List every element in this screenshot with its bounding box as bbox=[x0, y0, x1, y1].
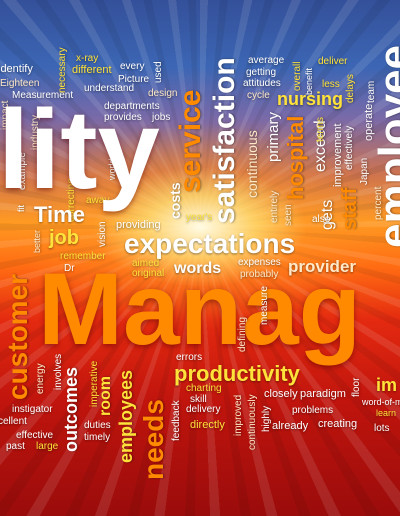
word-terms: terms bbox=[315, 117, 326, 142]
word-primary: primary bbox=[265, 111, 282, 162]
word-word-of-m: word-of-m bbox=[362, 397, 400, 407]
word-outcomes: outcomes bbox=[61, 366, 81, 452]
word-large: large bbox=[36, 441, 59, 452]
word-closely: closely bbox=[264, 388, 298, 400]
word-service: service bbox=[174, 89, 207, 193]
word-away: away bbox=[86, 195, 110, 206]
word-cellent: cellent bbox=[0, 416, 27, 427]
word-defining: defining bbox=[237, 316, 248, 352]
word-highly: highly bbox=[261, 405, 272, 432]
word-room: room bbox=[97, 376, 114, 416]
word-errors: errors bbox=[176, 352, 203, 363]
word-continuous: continuous bbox=[244, 130, 260, 198]
word-less: less bbox=[322, 79, 340, 90]
word-learn: learn bbox=[376, 408, 397, 418]
word-used: used bbox=[153, 61, 164, 83]
word-directly: directly bbox=[190, 419, 225, 431]
word-energy: energy bbox=[35, 363, 46, 394]
word-identify: identify bbox=[0, 63, 33, 75]
word-effective: effective bbox=[16, 430, 54, 441]
word-manag: Manag bbox=[38, 252, 362, 366]
word-effectively: effectively bbox=[344, 125, 355, 170]
word-aimed: aimed bbox=[132, 258, 160, 269]
word-every: every bbox=[120, 61, 145, 72]
word-picture: Picture bbox=[118, 74, 150, 85]
word-continuously: continuously bbox=[247, 394, 258, 450]
word-im: im bbox=[376, 375, 398, 395]
word-probably: probably bbox=[240, 269, 279, 280]
word-timely: timely bbox=[84, 432, 111, 443]
word-percent: percent bbox=[373, 186, 384, 220]
word-also: also bbox=[312, 214, 331, 225]
word-expenses: expenses bbox=[238, 257, 281, 268]
word-hospital: hospital bbox=[283, 115, 308, 200]
word-dr: Dr bbox=[64, 263, 75, 274]
word-original: original bbox=[132, 268, 165, 279]
word-entirely: entirely bbox=[269, 190, 280, 223]
word-customer: customer bbox=[2, 273, 33, 400]
word-skill: skill bbox=[190, 394, 207, 405]
word-measurement: Measurement bbox=[12, 90, 74, 101]
word-jobs: jobs bbox=[152, 112, 171, 123]
word-operate: operate bbox=[363, 103, 375, 141]
word-staff: staff bbox=[339, 187, 361, 230]
word-lity: lity bbox=[0, 87, 160, 212]
word-nursing: nursing bbox=[277, 89, 343, 109]
word-seen: seen bbox=[283, 204, 294, 226]
word-cycle: cycle bbox=[247, 90, 270, 101]
word-delays: delays bbox=[345, 74, 356, 103]
word-design: design bbox=[148, 88, 178, 99]
word-expectations: expectations bbox=[124, 228, 296, 259]
word-costs: costs bbox=[167, 182, 183, 219]
word-average: average bbox=[248, 55, 285, 66]
word-lots: lots bbox=[374, 423, 390, 434]
word-job: job bbox=[49, 227, 79, 249]
word-overall: overall bbox=[292, 61, 303, 91]
word-vision: vision bbox=[97, 221, 108, 247]
word-provider: provider bbox=[288, 257, 357, 276]
word-improved: improved bbox=[233, 394, 244, 436]
word-already: already bbox=[272, 420, 309, 432]
word-different: different bbox=[72, 64, 112, 76]
word-departments: departments bbox=[104, 101, 160, 112]
word-better: better bbox=[32, 229, 42, 253]
word-provides: provides bbox=[104, 112, 142, 123]
word-past: past bbox=[6, 441, 25, 452]
word-eighteen: Eighteen bbox=[0, 78, 40, 89]
word-remember: remember bbox=[60, 251, 106, 262]
word-words: words bbox=[174, 260, 222, 277]
word-understand: understand bbox=[84, 83, 135, 94]
word-measure: measure bbox=[259, 286, 270, 325]
word-charting: charting bbox=[186, 383, 222, 394]
word-instigator: instigator bbox=[12, 404, 53, 415]
word-creating: creating bbox=[318, 418, 358, 430]
word-delivery: delivery bbox=[186, 404, 221, 415]
word-japan: Japan bbox=[359, 157, 370, 185]
word-paradigm: paradigm bbox=[300, 388, 346, 400]
word-feedback: feedback bbox=[171, 400, 182, 441]
word-deliver: deliver bbox=[318, 56, 348, 67]
word-needs: needs bbox=[138, 399, 169, 480]
word-employees: employees bbox=[116, 369, 136, 463]
word-duties: duties bbox=[84, 420, 111, 431]
word-time: Time bbox=[34, 202, 85, 227]
word-productivity: productivity bbox=[174, 361, 300, 386]
word-floor: floor bbox=[351, 377, 362, 397]
word-attitudes: attitudes bbox=[243, 78, 281, 89]
word-years: year's bbox=[186, 212, 213, 223]
word-satisfaction: satisfaction bbox=[208, 57, 241, 224]
word-getting: getting bbox=[246, 67, 277, 78]
word-improvement: improvement bbox=[332, 123, 344, 187]
word-x-ray: x-ray bbox=[76, 53, 99, 64]
word-problems: problems bbox=[292, 405, 334, 416]
word-providing: providing bbox=[116, 219, 161, 231]
